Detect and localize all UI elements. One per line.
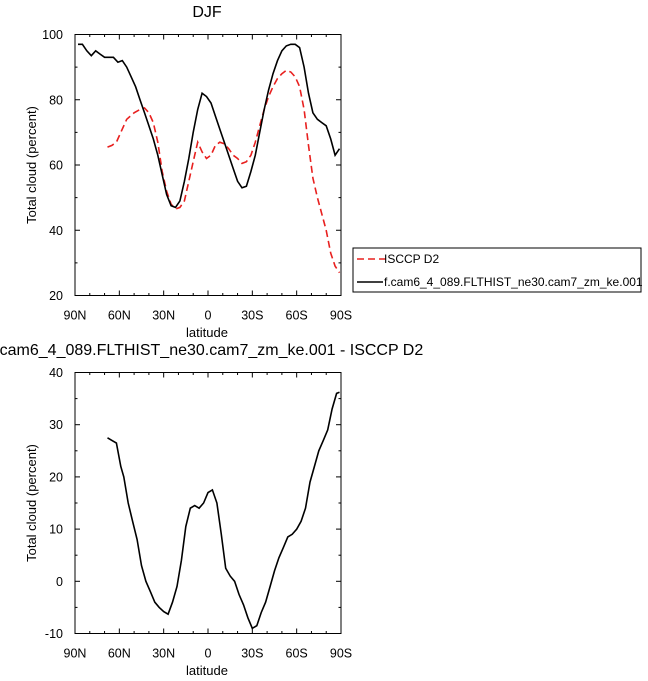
bottom-xtick-label: 30S bbox=[241, 647, 263, 661]
top-ytick-label: 40 bbox=[49, 224, 63, 238]
top-xtick-label: 30N bbox=[152, 309, 175, 323]
top-chart-panel: DJF latitude Total cloud (percent) 90N 60… bbox=[24, 4, 352, 340]
bottom-chart-xlabel: latitude bbox=[186, 663, 228, 678]
bottom-chart-ylabel: Total cloud (percent) bbox=[24, 444, 39, 562]
bottom-ytick-label: 20 bbox=[49, 470, 63, 484]
bottom-chart-panel: f.cam6_4_089.FLTHIST_ne30.cam7_zm_ke.001… bbox=[0, 342, 423, 678]
top-chart-title: DJF bbox=[192, 4, 222, 21]
bottom-ytick-label: -10 bbox=[45, 627, 63, 641]
bottom-xtick-label: 30N bbox=[152, 647, 175, 661]
top-series-line-isccp-d2 bbox=[107, 69, 341, 274]
legend-label-model: f.cam6_4_089.FLTHIST_ne30.cam7_zm_ke.001 bbox=[384, 275, 643, 289]
bottom-ytick-label: 30 bbox=[49, 418, 63, 432]
top-xtick-label: 30S bbox=[241, 309, 263, 323]
top-xtick-label: 0 bbox=[205, 309, 212, 323]
top-xtick-label: 60N bbox=[108, 309, 131, 323]
top-xtick-label: 90N bbox=[64, 309, 87, 323]
legend-box bbox=[352, 247, 642, 293]
top-ytick-label: 100 bbox=[42, 28, 63, 42]
legend-label-isccp: ISCCP D2 bbox=[384, 252, 439, 266]
bottom-xtick-label: 0 bbox=[205, 647, 212, 661]
bottom-chart-frame bbox=[74, 372, 342, 634]
top-xtick-label: 90S bbox=[330, 309, 352, 323]
bottom-xtick-label: 90S bbox=[330, 647, 352, 661]
bottom-xtick-label: 60S bbox=[286, 647, 308, 661]
top-ytick-label: 80 bbox=[49, 93, 63, 107]
legend: ISCCP D2 f.cam6_4_089.FLTHIST_ne30.cam7_… bbox=[352, 247, 643, 293]
top-ytick-label: 60 bbox=[49, 159, 63, 173]
bottom-series-line-series-0 bbox=[107, 391, 340, 630]
top-chart-frame bbox=[74, 34, 342, 296]
top-xtick-label: 60S bbox=[286, 309, 308, 323]
bottom-xtick-label: 90N bbox=[64, 647, 87, 661]
bottom-chart-title: f.cam6_4_089.FLTHIST_ne30.cam7_zm_ke.001… bbox=[0, 342, 423, 359]
top-series-line-f-cam6-4-089-flthist-ne30-cam7-zm-ke-001 bbox=[78, 43, 341, 209]
top-ytick-label: 20 bbox=[49, 289, 63, 303]
top-chart-ylabel: Total cloud (percent) bbox=[24, 106, 39, 224]
bottom-ytick-label: 0 bbox=[56, 575, 63, 589]
bottom-xtick-label: 60N bbox=[108, 647, 131, 661]
bottom-ytick-label: 40 bbox=[49, 366, 63, 380]
top-chart-xlabel: latitude bbox=[186, 325, 228, 340]
bottom-ytick-label: 10 bbox=[49, 523, 63, 537]
